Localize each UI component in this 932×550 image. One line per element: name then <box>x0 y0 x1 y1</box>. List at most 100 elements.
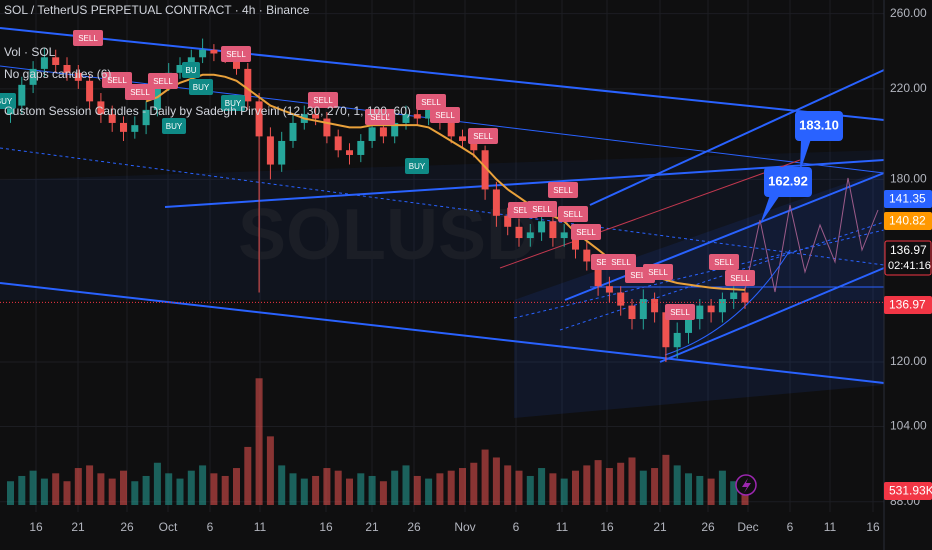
signal-box <box>643 264 673 280</box>
volume-bar <box>492 457 500 505</box>
volume-bar <box>86 465 94 505</box>
volume-bar <box>538 468 546 505</box>
candle-body <box>515 226 523 239</box>
signal-label: SELL <box>553 186 573 195</box>
signal-box <box>221 46 251 62</box>
candle-body <box>560 232 568 239</box>
x-tick-label: Nov <box>454 520 475 534</box>
indicator-label: No gaps candles (6) <box>4 67 111 81</box>
candle-body <box>244 68 252 102</box>
signal-box <box>148 73 178 89</box>
signal-label: SELL <box>648 268 668 277</box>
volume-bar <box>617 462 625 505</box>
volume-bar <box>673 465 681 505</box>
candle-body <box>210 49 218 54</box>
candle-body <box>425 109 433 119</box>
volume-bar <box>425 478 433 505</box>
volume-bar <box>481 449 489 505</box>
price-tag <box>884 240 932 276</box>
price-tag <box>884 190 932 208</box>
signal-box <box>606 254 636 270</box>
candle-body <box>673 332 681 348</box>
signal-label: BUY <box>225 99 242 108</box>
candle-body <box>391 122 399 137</box>
indicator-label: Custom Session Candles - Daily by Sadegh… <box>4 104 411 118</box>
signal-label: SELL <box>153 77 173 86</box>
candle-body <box>278 140 286 165</box>
signal-label: SELL <box>421 98 441 107</box>
volume-bar <box>7 481 14 505</box>
candle-body <box>108 114 116 123</box>
volume-bar <box>549 473 557 505</box>
signal-label: SELL <box>513 206 533 215</box>
symbol-title: SOL / TetherUS PERPETUAL CONTRACT · 4h ·… <box>4 3 310 17</box>
volume-bar <box>696 475 704 505</box>
alert-icon-glyph <box>742 478 751 493</box>
x-tick-label: Dec <box>737 520 758 534</box>
signal-box <box>405 158 429 174</box>
callout-box <box>795 111 843 141</box>
y-tick-label: 220.00 <box>890 81 927 95</box>
signal-label: BUY <box>409 162 426 171</box>
signal-label: SELL <box>714 258 734 267</box>
candle-body <box>605 286 613 293</box>
volume-bar <box>413 475 421 505</box>
callout-box <box>764 167 812 197</box>
signal-box <box>125 84 155 100</box>
volume-bar <box>346 478 353 505</box>
candle-body <box>707 305 715 313</box>
signal-label: SELL <box>226 50 246 59</box>
volume-bar <box>470 462 478 505</box>
candle-body <box>266 136 274 165</box>
volume-bar <box>255 378 263 505</box>
signal-box <box>416 94 446 110</box>
candle-body <box>312 114 320 119</box>
signal-label: SELL <box>435 111 455 120</box>
signal-box <box>308 92 338 108</box>
candle-body <box>538 221 546 233</box>
candle-body <box>730 292 738 300</box>
volume-bar <box>368 475 376 505</box>
price-tag-label: 136.97 <box>890 243 927 257</box>
price-tag-label: 140.82 <box>889 214 926 228</box>
candle-body <box>346 150 353 155</box>
trend-line <box>589 69 885 206</box>
trend-line <box>0 27 885 121</box>
y-tick-label: 120.00 <box>890 354 927 368</box>
callout-pointer <box>760 195 780 225</box>
candle-body <box>639 299 647 320</box>
signal-label: BUY <box>193 83 210 92</box>
signal-label: SELL <box>473 132 493 141</box>
trend-lines <box>0 27 885 384</box>
volume-bar <box>52 473 60 505</box>
volume-bar <box>730 481 738 505</box>
price-tags: 141.35 140.82 136.97 02:41:16 136.97 531.93K <box>884 190 932 500</box>
shaded-region <box>514 170 884 418</box>
volume-bar <box>639 470 647 505</box>
signal-label: SELL <box>130 88 150 97</box>
candle-body <box>492 189 500 216</box>
signal-box <box>0 93 16 109</box>
candle-body <box>594 261 602 287</box>
trend-line <box>659 267 885 363</box>
volume-bar <box>312 475 320 505</box>
candle-body <box>481 150 489 190</box>
price-tag <box>884 296 932 314</box>
signal-label: SELL <box>730 274 750 283</box>
candle-body <box>334 136 342 151</box>
volume-bar <box>572 470 579 505</box>
candle-body <box>142 109 150 126</box>
candle-body <box>628 305 636 320</box>
volume-bar <box>662 454 670 505</box>
volume-bar <box>199 465 207 505</box>
candle-body <box>86 80 94 102</box>
volume-bar <box>187 470 195 505</box>
candle-body <box>255 101 263 137</box>
candle-body <box>402 114 410 123</box>
volume-bar <box>153 462 161 505</box>
signal-box <box>558 206 588 222</box>
signal-box <box>162 118 186 134</box>
volume-bar <box>266 436 274 505</box>
x-tick-label: 26 <box>120 520 134 534</box>
